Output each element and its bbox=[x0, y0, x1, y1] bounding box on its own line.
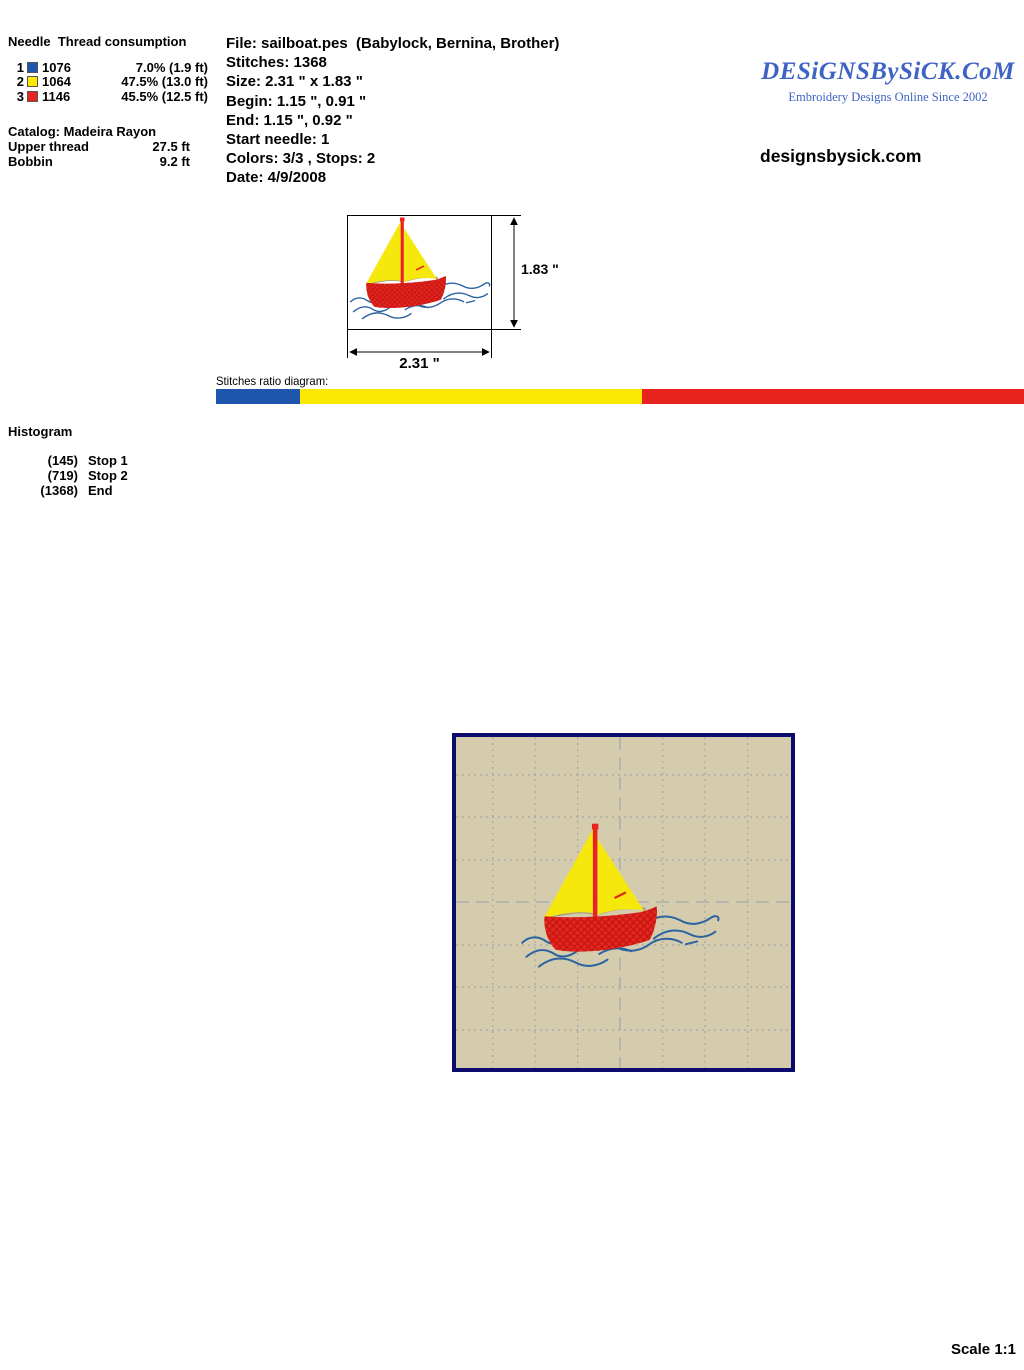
stitch-count-line: Stitches: 1368 bbox=[226, 54, 327, 72]
catalog-line: Catalog: Madeira Rayon bbox=[8, 124, 157, 139]
stitch-ratio-label: Stitches ratio diagram: bbox=[216, 374, 329, 388]
thread-color-swatch bbox=[27, 76, 38, 88]
histogram-label: Stop 2 bbox=[88, 468, 128, 483]
needle-number: 2 bbox=[16, 74, 24, 90]
thread-consumption: 47.5% (13.0 ft) bbox=[121, 74, 208, 90]
end-line: End: 1.15 ", 0.92 " bbox=[226, 111, 353, 129]
needle-number: 1 bbox=[16, 59, 24, 75]
website-text: designsbysick.com bbox=[760, 146, 922, 166]
width-dimension-label: 2.31 " bbox=[399, 355, 440, 372]
histogram-title: Histogram bbox=[8, 424, 73, 439]
design-thumbnail-with-dimensions bbox=[347, 215, 521, 358]
thread-row: 1 1076 7.0% (1.9 ft) bbox=[8, 60, 208, 75]
upper-thread-row: Upper thread 27.5 ft bbox=[8, 139, 190, 154]
histogram-count: (719) bbox=[47, 468, 78, 483]
begin-line: Begin: 1.15 ", 0.91 " bbox=[226, 92, 367, 110]
thread-code: 1076 bbox=[42, 59, 71, 75]
size-line: Size: 2.31 " x 1.83 " bbox=[226, 73, 363, 91]
file-name-line: File: sailboat.pes (Babylock, Bernina, B… bbox=[226, 35, 560, 52]
file-info-block: File: sailboat.pes (Babylock, Bernina, B… bbox=[226, 34, 559, 188]
histogram-entry: (145) Stop 1 bbox=[8, 453, 128, 468]
thread-code: 1064 bbox=[42, 74, 71, 90]
bobbin-row: Bobbin 9.2 ft bbox=[8, 154, 190, 169]
bobbin-label: Bobbin bbox=[8, 153, 53, 169]
upper-thread-value: 27.5 ft bbox=[152, 139, 190, 154]
thread-row: 3 1146 45.5% (12.5 ft) bbox=[8, 89, 208, 104]
thread-consumption: 45.5% (12.5 ft) bbox=[121, 88, 208, 104]
histogram-count: (145) bbox=[47, 453, 78, 468]
bobbin-value: 9.2 ft bbox=[159, 153, 190, 169]
stitch-ratio-bar bbox=[216, 389, 1024, 404]
ratio-segment-needle-2 bbox=[300, 389, 642, 404]
date-line: Date: 4/9/2008 bbox=[226, 169, 327, 187]
designsbysick-logo: DESiGNSBySiCK.CoM bbox=[761, 58, 1015, 85]
histogram-entry: (1368) End bbox=[8, 483, 128, 498]
hoop-preview bbox=[452, 733, 795, 1072]
thread-color-swatch bbox=[27, 61, 38, 73]
ratio-segment-needle-3 bbox=[641, 389, 1024, 404]
height-dimension-label: 1.83 " bbox=[521, 261, 559, 277]
dimension-lines bbox=[347, 215, 521, 358]
colors-stops-line: Colors: 3/3 , Stops: 2 bbox=[226, 150, 376, 168]
scale-label: Scale 1:1 bbox=[950, 1341, 1016, 1358]
thread-table-title: Needle Thread consumption bbox=[8, 34, 187, 49]
needle-number: 3 bbox=[16, 88, 24, 104]
histogram-entry: (719) Stop 2 bbox=[8, 468, 128, 483]
thread-row: 2 1064 47.5% (13.0 ft) bbox=[8, 74, 208, 90]
logo-tagline: Embroidery Designs Online Since 2002 bbox=[788, 90, 988, 104]
thread-code: 1146 bbox=[42, 88, 71, 104]
histogram-label: End bbox=[88, 483, 113, 498]
thread-color-swatch bbox=[27, 90, 38, 102]
ratio-segment-needle-1 bbox=[216, 389, 301, 404]
thread-consumption: 7.0% (1.9 ft) bbox=[135, 59, 208, 75]
histogram-label: Stop 1 bbox=[88, 453, 128, 468]
histogram-list: (145) Stop 1 (719) Stop 2 (1368) End bbox=[8, 453, 128, 498]
upper-thread-label: Upper thread bbox=[8, 139, 89, 154]
histogram-count: (1368) bbox=[40, 483, 78, 498]
hoop-canvas bbox=[456, 737, 791, 1068]
start-needle-line: Start needle: 1 bbox=[226, 131, 330, 149]
thread-table: 1 1076 7.0% (1.9 ft) 2 1064 47.5% (13.0 … bbox=[8, 60, 208, 104]
